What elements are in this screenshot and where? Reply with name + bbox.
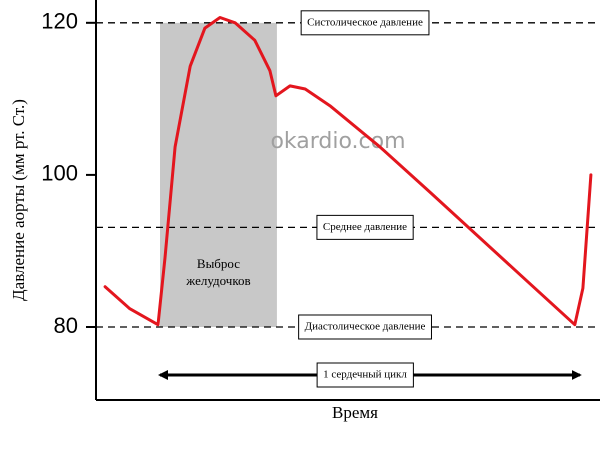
label-box-text: 1 сердечный цикл <box>323 369 407 381</box>
y-tick-label: 120 <box>41 9 78 34</box>
label-box-text: Среднее давление <box>323 221 407 233</box>
y-tick-label: 100 <box>41 161 78 186</box>
label-box: Диастолическое давление <box>298 314 432 340</box>
label-box-text: Систолическое давление <box>307 16 423 28</box>
x-axis-label: Время <box>332 403 378 422</box>
pressure-curve <box>103 16 593 327</box>
background-layer <box>160 22 277 327</box>
label-box-frame <box>316 362 414 388</box>
label-box-text: Диастолическое давление <box>305 321 426 333</box>
label-box: Систолическое давление <box>300 10 430 36</box>
region-label: желудочков <box>185 273 250 288</box>
label-box-frame <box>298 314 432 340</box>
label-box-frame <box>316 214 414 240</box>
ejection-region <box>160 22 277 327</box>
y-tick-label: 80 <box>54 313 78 338</box>
label-box-frame <box>300 10 430 36</box>
region-label: Выброс <box>197 256 240 271</box>
y-axis-label: Давление аорты (мм рт. Ст.) <box>9 99 28 301</box>
label-box: 1 сердечный цикл <box>316 362 414 388</box>
label-box: Среднее давление <box>316 214 414 240</box>
